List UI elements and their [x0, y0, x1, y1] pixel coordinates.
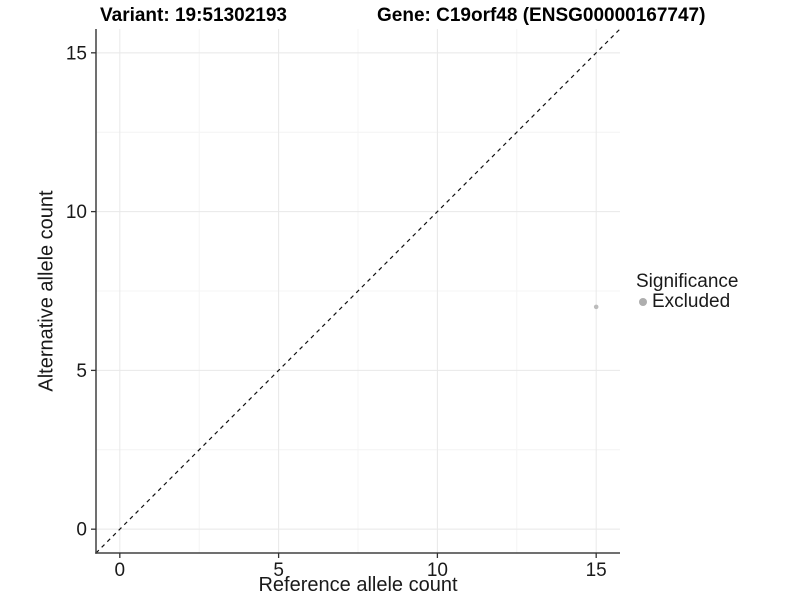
y-tick-label: 10: [66, 202, 87, 223]
x-tick-label: 0: [115, 560, 126, 581]
x-tick-label: 5: [273, 560, 284, 581]
y-axis-title: Alternative allele count: [35, 190, 58, 392]
excluded-point-icon: [639, 297, 647, 306]
legend-title: Significance: [636, 271, 739, 292]
x-tick-label: 10: [427, 560, 448, 581]
y-tick-label: 5: [76, 361, 87, 382]
legend: Significance Excluded: [636, 272, 738, 311]
legend-item-excluded: Excluded: [636, 292, 738, 311]
data-point: [593, 304, 599, 310]
y-tick-label: 15: [66, 43, 87, 64]
variant-title: Variant: 19:51302193: [100, 5, 287, 26]
gene-title: Gene: C19orf48 (ENSG00000167747): [377, 5, 706, 26]
x-axis-title: Reference allele count: [258, 574, 458, 596]
y-tick-label: 0: [76, 520, 87, 541]
identity-reference-line: [95, 28, 621, 554]
x-tick-label: 15: [586, 560, 607, 581]
legend-item-label: Excluded: [652, 291, 731, 312]
